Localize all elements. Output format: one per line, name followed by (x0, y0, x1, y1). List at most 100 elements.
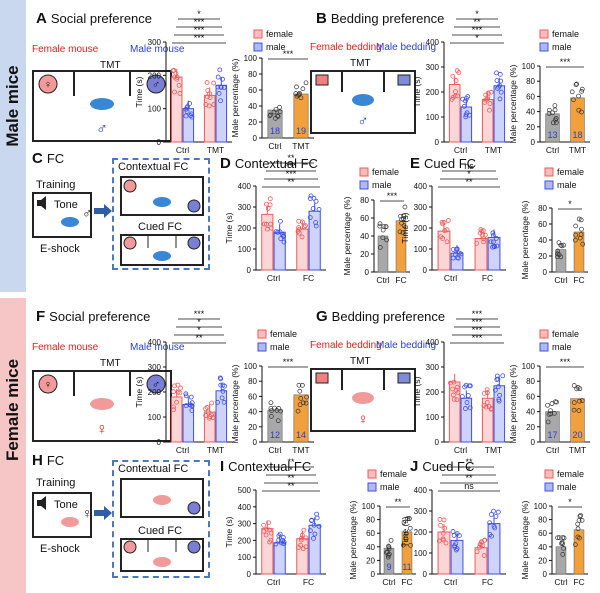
male-mouse-label: Male mouse (130, 44, 185, 55)
data-point (210, 415, 216, 421)
data-point (495, 86, 500, 91)
legend-label-male: male (557, 482, 577, 492)
legend-label-female: female (266, 29, 293, 39)
data-point (572, 237, 578, 243)
data-point (401, 519, 407, 525)
data-point (575, 521, 581, 527)
data-point (467, 405, 473, 411)
female-row-band: Female mice (0, 298, 26, 593)
data-point (221, 85, 227, 90)
data-point (216, 90, 222, 96)
data-point (491, 508, 496, 514)
context-cage-h (120, 478, 204, 518)
data-point (407, 525, 413, 531)
data-point (494, 243, 500, 249)
data-point (571, 400, 577, 405)
svg-text:♂: ♂ (152, 379, 160, 391)
data-point (218, 376, 224, 382)
data-point (189, 111, 194, 117)
x-tick-label: TMT (292, 445, 309, 455)
data-point (496, 84, 502, 90)
data-point (296, 92, 301, 98)
male-mouse-label-f: Male mouse (130, 342, 185, 353)
data-point (386, 546, 392, 552)
data-point (273, 541, 279, 547)
data-point (576, 216, 582, 222)
svg-text:♀: ♀ (96, 421, 108, 438)
data-point (183, 393, 189, 399)
data-point (481, 239, 487, 245)
y-tick-label: 60 (360, 214, 369, 223)
data-point (574, 386, 580, 392)
data-point (454, 255, 460, 261)
data-point (454, 68, 460, 74)
legend-swatch-female (539, 29, 549, 39)
data-point (500, 373, 506, 379)
data-point (313, 223, 319, 229)
data-point (497, 392, 503, 398)
data-point (481, 553, 487, 558)
data-point (388, 538, 394, 543)
data-point (316, 207, 322, 212)
x-tick-label: Ctrl (554, 275, 567, 285)
y-tick-label: 300 (148, 38, 162, 47)
arena-g: ♀ (310, 368, 416, 432)
x-tick-label: Ctrl (176, 145, 189, 155)
data-point (578, 513, 584, 518)
y-tick-label: 0 (247, 266, 252, 275)
data-point (546, 107, 552, 113)
data-point (269, 408, 274, 413)
data-point (309, 517, 315, 523)
y-tick-label: 100 (426, 113, 440, 122)
y-tick-label: 100 (522, 62, 536, 71)
chart-G-pct: 0 20 40 60 80 100 Male percentage (%) Ctrl TMT 17… (508, 357, 590, 455)
data-point (493, 514, 499, 519)
data-point (437, 517, 443, 522)
data-point (264, 526, 269, 532)
data-point (577, 398, 582, 404)
data-point (579, 109, 584, 115)
data-point (380, 235, 386, 241)
n-label: 18 (572, 130, 582, 140)
data-point (578, 232, 584, 237)
legend-swatch-male (539, 42, 549, 52)
data-point (571, 383, 577, 388)
y-tick-label: 80 (248, 377, 257, 386)
y-tick-label: 300 (414, 507, 428, 516)
panel-b-label: B Bedding preference (316, 10, 445, 27)
legend-label-male: male (557, 180, 577, 190)
y-tick-label: 300 (238, 203, 252, 212)
sig-label: * (289, 465, 293, 475)
data-point (303, 223, 308, 229)
y-tick-label: 40 (360, 232, 369, 241)
y-tick-label: 400 (238, 503, 252, 512)
svg-text:♂: ♂ (357, 113, 368, 130)
sig-label: *** (194, 17, 205, 27)
x-tick-label: Ctrl (267, 577, 280, 587)
sig-label: * (467, 169, 471, 179)
data-point (451, 396, 457, 402)
data-point (217, 67, 223, 73)
sig-label: *** (472, 325, 483, 335)
data-point (175, 382, 181, 388)
data-point (268, 400, 274, 406)
data-point (576, 93, 581, 99)
data-point (189, 403, 195, 409)
data-point (204, 80, 210, 85)
panel-h-label: H FC (32, 452, 65, 469)
data-point (484, 387, 490, 392)
sig-label: ** (465, 177, 473, 187)
data-point (497, 71, 503, 77)
y-tick-label: 400 (414, 486, 428, 495)
x-tick-label: Ctrl (554, 577, 567, 587)
data-point (313, 220, 319, 225)
svg-text:♀: ♀ (82, 505, 92, 521)
data-point (569, 89, 575, 95)
y-tick-label: 100 (414, 549, 428, 558)
data-point (303, 400, 309, 406)
x-tick-label: Ctrl (454, 445, 467, 455)
n-label: 20 (572, 430, 582, 440)
data-point (440, 530, 446, 536)
